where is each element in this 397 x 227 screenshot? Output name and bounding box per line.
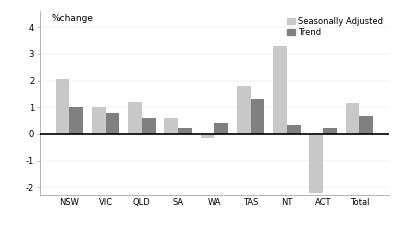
Bar: [359, 116, 373, 134]
Bar: [128, 102, 142, 134]
Bar: [69, 107, 83, 134]
Bar: [323, 128, 337, 134]
Bar: [237, 86, 251, 134]
Bar: [56, 79, 69, 134]
Bar: [273, 46, 287, 134]
Bar: [200, 134, 214, 138]
Bar: [178, 128, 192, 134]
Bar: [164, 118, 178, 134]
Bar: [251, 99, 264, 134]
Bar: [92, 107, 106, 134]
Text: %change: %change: [51, 14, 93, 23]
Bar: [142, 118, 156, 134]
Bar: [106, 113, 119, 134]
Bar: [346, 103, 359, 134]
Bar: [309, 134, 323, 192]
Bar: [287, 125, 301, 134]
Bar: [214, 123, 228, 134]
Legend: Seasonally Adjusted, Trend: Seasonally Adjusted, Trend: [285, 15, 385, 39]
